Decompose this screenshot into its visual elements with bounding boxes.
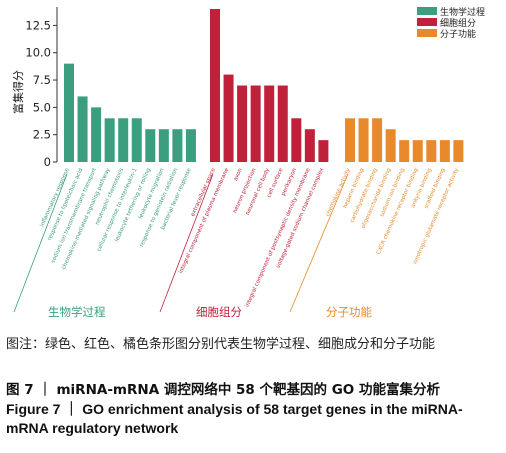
group-label: 生物学过程	[48, 305, 106, 319]
y-tick-label: 5.0	[33, 100, 51, 114]
figure-caption-en: Figure 7 ｜ GO enrichment analysis of 58 …	[6, 401, 463, 436]
legend-swatch	[417, 7, 437, 15]
bar	[358, 118, 369, 162]
bar	[250, 85, 261, 162]
group-label: 分子功能	[326, 305, 372, 319]
bar	[210, 9, 220, 162]
bar	[318, 140, 329, 162]
y-tick-label: 12.5	[25, 18, 51, 32]
x-tick-label: integral component of postsynaptic densi…	[244, 167, 311, 309]
bar	[77, 96, 88, 162]
bar	[264, 85, 275, 162]
group-label: 细胞组分	[196, 305, 242, 319]
bar	[145, 129, 156, 162]
bar	[304, 129, 315, 162]
y-tick-label: 2.5	[33, 128, 51, 142]
legend-label: 生物学过程	[440, 6, 485, 18]
bar	[345, 118, 355, 162]
axes: 0 2.5 5.0 7.5 10.0 12.5	[25, 7, 58, 169]
bar	[104, 118, 115, 162]
figure-caption-cn: 图 7 ｜ miRNA-mRNA 调控网络中 58 个靶基因的 GO 功能富集分…	[6, 382, 440, 398]
bar	[223, 74, 234, 162]
bar	[372, 118, 383, 162]
bar	[131, 118, 142, 162]
group-leader-line	[13, 173, 68, 313]
x-tick-label: axon	[233, 167, 244, 182]
legend-label: 细胞组分	[440, 17, 476, 29]
bars	[64, 9, 464, 163]
legend-label: 分子功能	[440, 28, 476, 40]
bar	[277, 85, 288, 162]
bar	[172, 129, 183, 162]
group-leader-end	[16, 230, 164, 312]
group-leader-line	[159, 173, 214, 313]
group-leader-line	[289, 173, 349, 313]
legend-swatch	[417, 18, 437, 26]
figure-note: 图注：绿色、红色、橘色条形图分别代表生物学过程、细胞成分和分子功能	[6, 337, 436, 352]
bar	[291, 118, 302, 162]
y-tick-label: 7.5	[33, 73, 51, 87]
bar	[118, 118, 129, 162]
bar	[439, 140, 450, 162]
bar	[399, 140, 410, 162]
bar	[426, 140, 437, 162]
group-leader-lines	[13, 173, 349, 313]
bar	[158, 129, 169, 162]
y-tick-label: 10.0	[25, 46, 51, 60]
bar	[91, 107, 102, 162]
y-axis-label: 富集得分	[11, 70, 25, 114]
bar	[185, 129, 196, 162]
group-labels: 生物学过程 细胞组分 分子功能	[48, 305, 372, 319]
go-enrichment-chart: 0 2.5 5.0 7.5 10.0 12.5 inflammatory response…	[11, 6, 485, 319]
bar	[237, 85, 248, 162]
bar	[412, 140, 423, 162]
y-tick-label: 0	[44, 155, 51, 169]
legend-swatch	[417, 29, 437, 37]
bar	[385, 129, 396, 162]
bar	[64, 63, 74, 163]
bar	[453, 140, 464, 162]
